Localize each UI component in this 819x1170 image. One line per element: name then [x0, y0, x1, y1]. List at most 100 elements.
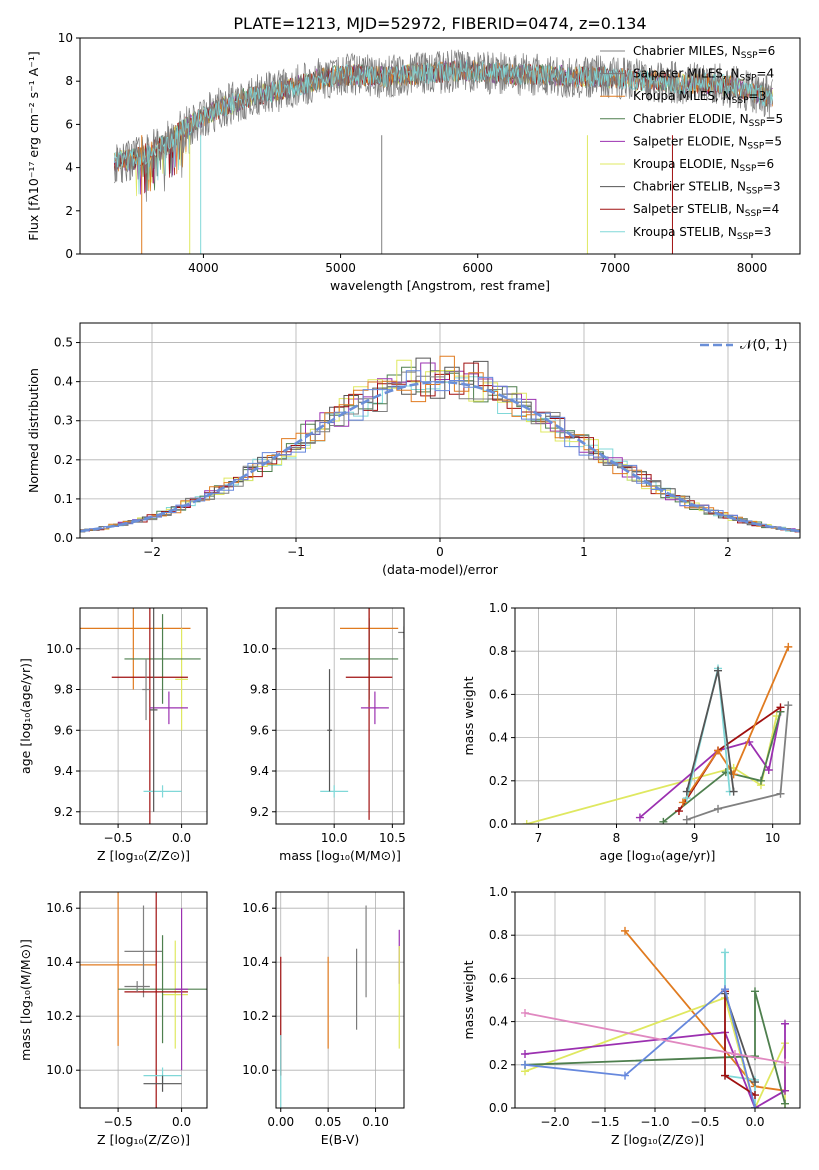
weight-point-marker [678, 798, 687, 807]
tick-label-y: 9.8 [54, 683, 73, 697]
legend-entry: Salpeter STELIB, NSSP=4 [633, 202, 779, 219]
panel-mass_vs_Z: −0.5 0.0 10.0 10.2 10.4 10.6 Z [log₁₀(Z/Z⊙)] ma… [18, 891, 208, 1147]
panel-residuals: −2 −1 0 1 2 0.0 0.1 0.2 0.3 0.4 0.5 (data-model)/er… [26, 322, 801, 577]
y-axis-label: Flux [fλ10⁻¹⁷ erg cm⁻² s⁻¹ A⁻¹] [26, 51, 41, 240]
tick-label-y: 10.0 [46, 1063, 73, 1077]
weight-point-marker [729, 787, 738, 796]
legend-subscript: SSP [745, 209, 762, 219]
tick-label-y: 1.0 [489, 601, 508, 615]
legend-count: =4 [762, 202, 780, 216]
tick-label-x: −2.0 [540, 1115, 569, 1129]
weight-point-marker [781, 1058, 789, 1067]
legend-count: =4 [756, 67, 774, 81]
weight-point-marker [776, 789, 785, 798]
tick-label-y: 10.2 [242, 1009, 269, 1023]
x-axis-label: Z [log₁₀(Z/Z⊙)] [97, 1132, 190, 1147]
tick-label-y: 10.6 [46, 901, 73, 915]
y-axis-label: mass weight [461, 676, 476, 755]
legend-subscript: SSP [737, 232, 754, 242]
tick-label-x: 0.0 [172, 831, 191, 845]
tick-label-y: 9.6 [54, 723, 73, 737]
legend-entry: Chabrier MILES, NSSP=6 [633, 44, 775, 61]
x-axis-label: mass [log₁₀(M/M⊙)] [279, 848, 401, 863]
legend-entry: Kroupa ELODIE, NSSP=6 [633, 157, 774, 174]
tick-label-x: 0.0 [745, 1115, 764, 1129]
tick-label-y: 0.3 [54, 414, 73, 428]
tick-label-y: 0.2 [489, 774, 508, 788]
tick-label-y: 0.8 [489, 644, 508, 658]
legend-count: =3 [754, 225, 772, 239]
tick-label-x: 6000 [462, 261, 493, 275]
legend-entry: Chabrier STELIB, NSSP=3 [633, 180, 781, 197]
panel-spectrum: 4000 5000 6000 7000 8000 0 2 4 6 8 10 wavelength [A… [26, 31, 801, 293]
figure-title: PLATE=1213, MJD=52972, FIBERID=0474, z=0… [233, 14, 646, 33]
legend-subscript: SSP [749, 119, 766, 129]
tick-label-y: 10.0 [242, 642, 269, 656]
legend-count: =3 [763, 180, 781, 194]
legend-count: =6 [758, 44, 776, 58]
weight-series-line [682, 646, 790, 803]
tick-label-x: 10.5 [379, 831, 406, 845]
weight-point-marker [721, 1071, 729, 1080]
tick-label-y: 0.0 [489, 817, 508, 831]
weight-point-marker [721, 985, 729, 994]
tick-label-x: 0.0 [172, 1115, 191, 1129]
legend-subscript: SSP [747, 141, 764, 151]
legend-entry: Kroupa STELIB, NSSP=3 [633, 225, 771, 242]
tick-label-x: 8000 [737, 261, 768, 275]
legend-count: =3 [749, 89, 767, 103]
tick-label-y: 10.2 [46, 1009, 73, 1023]
tick-label-x: 0 [436, 545, 444, 559]
axes-frame [514, 607, 801, 825]
tick-label-y: 0.5 [54, 336, 73, 350]
x-axis-label: wavelength [Angstrom, rest frame] [330, 278, 550, 293]
histogram-7 [80, 371, 800, 533]
weight-point-marker [784, 642, 793, 651]
weight-point-marker [764, 766, 773, 774]
plot-area [521, 926, 789, 1108]
spectrum-line-kroupa-stelib [113, 59, 773, 195]
legend-subscript: SSP [741, 51, 758, 61]
plot-area [80, 892, 207, 1108]
tick-label-y: 0.4 [54, 375, 73, 389]
tick-label-y: 10.0 [46, 642, 73, 656]
tick-label-x: −0.5 [104, 1115, 133, 1129]
tick-label-y: 0.8 [489, 928, 508, 942]
tick-label-y: 0.0 [54, 531, 73, 545]
legend-subscript: SSP [746, 187, 763, 197]
tick-label-x: 5000 [325, 261, 356, 275]
y-axis-label: age [log₁₀(age/yr)] [18, 658, 33, 774]
tick-label-x: −2 [143, 545, 161, 559]
tick-label-x: 1 [580, 545, 588, 559]
weight-point-marker [781, 1019, 789, 1028]
weight-series-line [524, 991, 786, 1104]
normal-reference-curve [80, 380, 800, 533]
weight-point-marker [714, 804, 723, 813]
tick-label-y: 6 [65, 117, 73, 131]
tick-label-x: −0.5 [104, 831, 133, 845]
legend: 𝒩(0, 1) [700, 338, 787, 353]
tick-label-x: 0.10 [362, 1115, 389, 1129]
y-axis-label: Normed distribution [26, 368, 41, 493]
weight-point-marker [751, 1104, 759, 1108]
legend-entry: Chabrier ELODIE, NSSP=5 [633, 112, 783, 129]
weight-point-marker [714, 746, 723, 755]
x-axis-label: Z [log₁₀(Z/Z⊙)] [611, 1132, 704, 1147]
tick-label-y: 9.6 [250, 723, 269, 737]
tick-label-y: 9.8 [250, 683, 269, 697]
legend-count: =5 [765, 112, 783, 126]
tick-label-y: 0.4 [489, 1015, 508, 1029]
tick-label-x: −1.0 [640, 1115, 669, 1129]
legend-subscript: SSP [732, 96, 749, 106]
panel-weight_vs_Z: −2.0 −1.5 −1.0 −0.5 0.0 0.0 0.2 0.4 0.6 0.8 1.0 Z [… [461, 885, 801, 1147]
tick-label-x: 7000 [600, 261, 631, 275]
legend-count: =6 [756, 157, 774, 171]
plot-area [80, 355, 800, 533]
x-axis-label: (data-model)/error [382, 562, 499, 577]
tick-label-y: 9.2 [54, 805, 73, 819]
weight-series-line [686, 705, 790, 821]
y-axis-label: mass weight [461, 960, 476, 1039]
tick-label-y: 0.4 [489, 731, 508, 745]
weight-point-marker [522, 820, 531, 824]
